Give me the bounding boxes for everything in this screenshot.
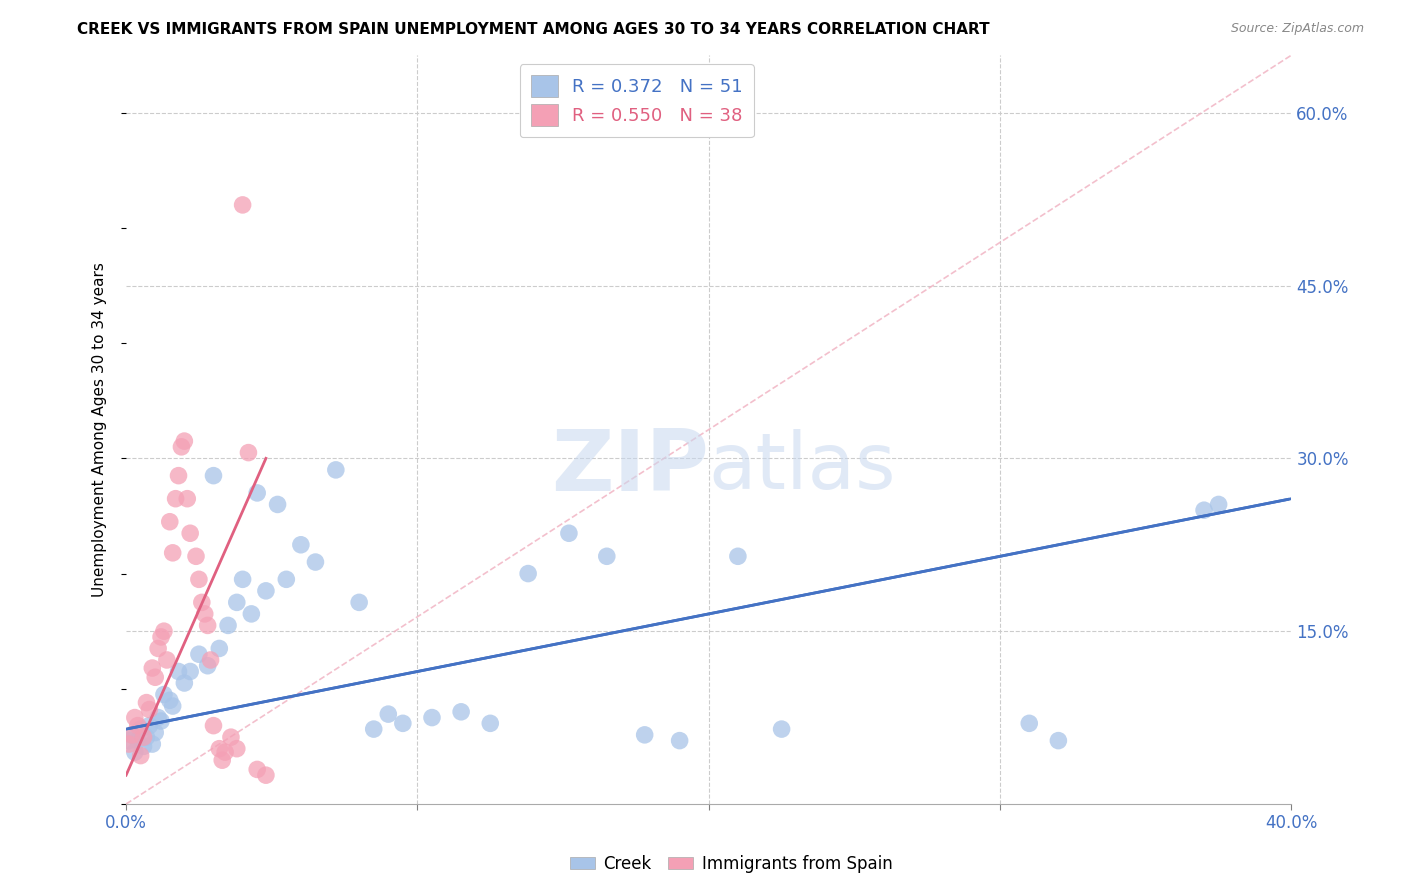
Point	[1192, 503, 1215, 517]
Point	[219, 730, 242, 744]
Point	[153, 624, 176, 639]
Point	[290, 538, 312, 552]
Point	[634, 728, 657, 742]
Point	[304, 555, 326, 569]
Point	[167, 665, 190, 679]
Point	[173, 434, 195, 448]
Point	[232, 572, 254, 586]
Point	[197, 658, 219, 673]
Point	[146, 710, 169, 724]
Point	[232, 198, 254, 212]
Point	[162, 699, 184, 714]
Point	[727, 549, 749, 564]
Point	[668, 733, 690, 747]
Point	[770, 722, 793, 736]
Point	[254, 583, 277, 598]
Point	[450, 705, 472, 719]
Point	[200, 653, 222, 667]
Point	[127, 719, 149, 733]
Point	[202, 468, 225, 483]
Point	[121, 728, 143, 742]
Point	[517, 566, 540, 581]
Point	[150, 630, 173, 644]
Y-axis label: Unemployment Among Ages 30 to 34 years: Unemployment Among Ages 30 to 34 years	[93, 262, 107, 597]
Point	[246, 486, 269, 500]
Point	[276, 572, 298, 586]
Point	[202, 719, 225, 733]
Point	[240, 607, 263, 621]
Point	[225, 595, 247, 609]
Point	[246, 763, 269, 777]
Point	[187, 647, 209, 661]
Point	[124, 710, 146, 724]
Point	[347, 595, 370, 609]
Point	[162, 546, 184, 560]
Point	[141, 661, 163, 675]
Point	[1208, 498, 1230, 512]
Point	[159, 693, 181, 707]
Text: ZIP: ZIP	[551, 425, 709, 508]
Point	[377, 707, 399, 722]
Text: CREEK VS IMMIGRANTS FROM SPAIN UNEMPLOYMENT AMONG AGES 30 TO 34 YEARS CORRELATIO: CREEK VS IMMIGRANTS FROM SPAIN UNEMPLOYM…	[77, 22, 990, 37]
Point	[118, 733, 141, 747]
Point	[138, 702, 160, 716]
Point	[184, 549, 207, 564]
Point	[217, 618, 239, 632]
Point	[132, 739, 155, 754]
Point	[254, 768, 277, 782]
Point	[266, 498, 288, 512]
Point	[129, 748, 152, 763]
Point	[179, 665, 201, 679]
Point	[167, 468, 190, 483]
Point	[129, 722, 152, 736]
Point	[1047, 733, 1070, 747]
Point	[143, 670, 166, 684]
Point	[225, 741, 247, 756]
Point	[211, 753, 233, 767]
Point	[179, 526, 201, 541]
Point	[176, 491, 198, 506]
Point	[124, 745, 146, 759]
Point	[135, 730, 157, 744]
Point	[146, 641, 169, 656]
Point	[1018, 716, 1040, 731]
Point	[392, 716, 415, 731]
Point	[194, 607, 217, 621]
Point	[197, 618, 219, 632]
Point	[208, 641, 231, 656]
Point	[138, 719, 160, 733]
Point	[208, 741, 231, 756]
Point	[121, 728, 143, 742]
Legend: Creek, Immigrants from Spain: Creek, Immigrants from Spain	[564, 848, 898, 880]
Point	[141, 737, 163, 751]
Point	[159, 515, 181, 529]
Point	[187, 572, 209, 586]
Legend: R = 0.372   N = 51, R = 0.550   N = 38: R = 0.372 N = 51, R = 0.550 N = 38	[520, 64, 754, 137]
Point	[127, 733, 149, 747]
Point	[558, 526, 581, 541]
Point	[132, 730, 155, 744]
Point	[150, 714, 173, 728]
Point	[143, 725, 166, 739]
Point	[214, 745, 236, 759]
Point	[173, 676, 195, 690]
Point	[420, 710, 443, 724]
Point	[153, 688, 176, 702]
Point	[156, 653, 179, 667]
Point	[165, 491, 187, 506]
Point	[170, 440, 193, 454]
Point	[238, 445, 260, 459]
Point	[118, 737, 141, 751]
Point	[363, 722, 385, 736]
Point	[325, 463, 347, 477]
Point	[596, 549, 619, 564]
Text: atlas: atlas	[709, 429, 896, 505]
Point	[191, 595, 214, 609]
Point	[479, 716, 502, 731]
Point	[135, 696, 157, 710]
Text: Source: ZipAtlas.com: Source: ZipAtlas.com	[1230, 22, 1364, 36]
